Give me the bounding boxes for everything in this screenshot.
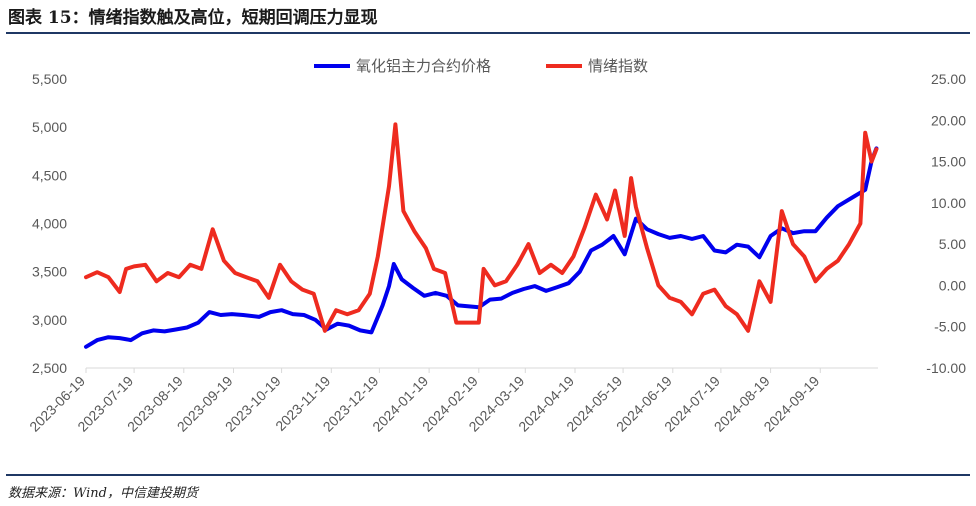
series-line: [84, 146, 879, 349]
left-tick-label: 4,500: [32, 167, 67, 183]
right-tick-label: 15.00: [931, 154, 966, 170]
chart-title: 图表 15：情绪指数触及高位，短期回调压力显现: [8, 8, 378, 28]
right-tick-label: 5.00: [939, 236, 966, 252]
right-tick-label: 25.00: [931, 71, 966, 87]
left-axis: 2,500 3,000 3,500 4,000 4,500 5,000 5,500: [32, 71, 67, 376]
source-note: 数据来源：Wind，中信建投期货: [8, 486, 198, 501]
legend-label: 情绪指数: [588, 57, 648, 75]
right-tick-label: -5.00: [934, 319, 966, 335]
left-tick-label: 2,500: [32, 360, 67, 376]
left-tick-label: 4,000: [32, 216, 67, 232]
left-tick-label: 5,500: [32, 71, 67, 87]
right-tick-label: 20.00: [931, 112, 966, 128]
left-tick-label: 3,500: [32, 264, 67, 280]
legend-label: 氧化铝主力合约价格: [356, 57, 491, 75]
top-divider: [6, 32, 970, 34]
bottom-divider: [6, 474, 970, 476]
left-tick-label: 5,000: [32, 119, 67, 135]
right-tick-label: 10.00: [931, 195, 966, 211]
legend: 氧化铝主力合约价格 情绪指数: [314, 57, 648, 75]
right-tick-label: 0.00: [939, 277, 966, 293]
right-tick-label: -10.00: [926, 360, 966, 376]
x-axis: 2023-06-192023-07-192023-08-192023-09-19…: [26, 368, 823, 435]
right-axis: -10.00 -5.00 0.00 5.00 10.00 15.00 20.00 25.00: [926, 71, 966, 376]
left-tick-label: 3,000: [32, 312, 67, 328]
series-line: [84, 122, 879, 333]
series-group: [84, 122, 879, 349]
